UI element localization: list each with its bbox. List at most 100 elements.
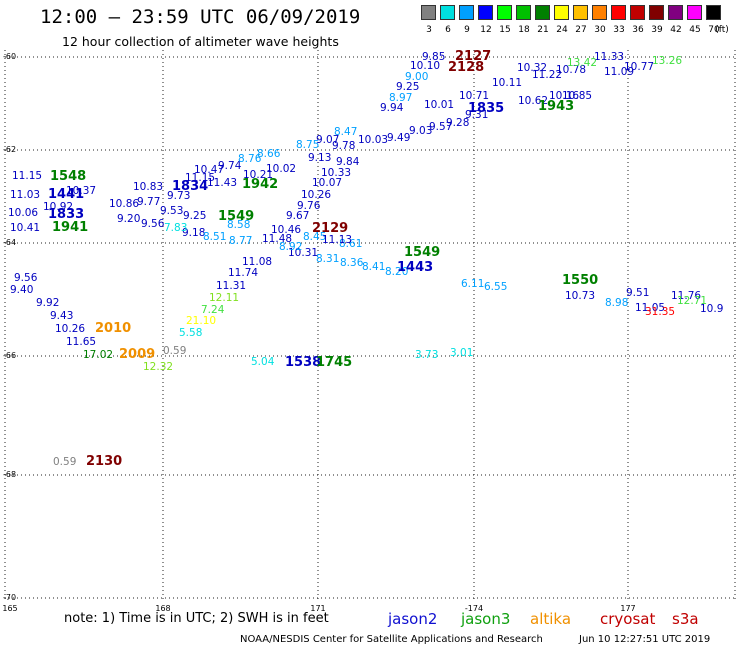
color-swatch xyxy=(649,5,664,20)
swh-value-label: 11.22 xyxy=(532,69,562,81)
pass-time-label: 1443 xyxy=(397,260,433,275)
swh-value-label: 8.84 xyxy=(0,0,24,3)
swh-value-label: 11.15 xyxy=(12,170,42,182)
longitude-label: 165 xyxy=(2,604,18,613)
swh-value-label: 8.36 xyxy=(340,257,364,269)
pass-time-label: 1835 xyxy=(468,101,504,116)
swh-value-label: 7.24 xyxy=(201,304,225,316)
swh-value-label: 11.33 xyxy=(594,51,624,63)
swh-value-label: 9.57 xyxy=(429,121,452,133)
swh-value-label: 8.20 xyxy=(385,266,408,278)
footnote: note: 1) Time is in UTC; 2) SWH is in fe… xyxy=(64,611,329,626)
swh-value-label: 10.26 xyxy=(55,323,85,335)
swh-value-label: 10.11 xyxy=(492,77,522,89)
swh-value-label: 10.32 xyxy=(517,62,547,74)
swh-value-label: 17.02 xyxy=(83,349,113,361)
color-swatch xyxy=(611,5,626,20)
swh-value-label: 11.43 xyxy=(207,177,237,189)
swh-value-label: 0.59 xyxy=(163,345,186,357)
swh-value-label: 8.45 xyxy=(303,231,326,243)
swh-value-label: 8.98 xyxy=(605,297,628,309)
swh-value-label: 11.65 xyxy=(66,336,96,348)
swh-value-label: 12.71 xyxy=(677,295,707,307)
swh-value-label: 8.61 xyxy=(339,238,362,250)
swh-value-label: 11.05 xyxy=(635,302,665,314)
swh-value-label: 8.58 xyxy=(227,219,250,231)
swh-value-label: 13.42 xyxy=(567,57,597,69)
swh-value-label: 9.56 xyxy=(141,218,165,230)
swh-value-label: 11.13 xyxy=(322,234,352,246)
pass-time-label: 2128 xyxy=(448,60,484,75)
swh-value-label: 10.16 xyxy=(549,90,579,102)
swh-value-label: 11.03 xyxy=(10,189,40,201)
swh-value-label: 12.32 xyxy=(143,361,173,373)
color-swatch-label: 3 xyxy=(426,25,432,35)
swh-value-label: 10.41 xyxy=(10,222,40,234)
swh-value-label: 9.73 xyxy=(167,190,190,202)
swh-value-label: 10.21 xyxy=(243,169,273,181)
swh-value-label: 8.47 xyxy=(334,126,357,138)
swh-value-label: 10.37 xyxy=(66,185,96,197)
swh-value-label: 9.74 xyxy=(218,160,242,172)
swh-value-label: 9.92 xyxy=(36,297,59,309)
color-swatch xyxy=(592,5,607,20)
swh-value-label: 10.02 xyxy=(266,163,296,175)
color-swatch-label: 36 xyxy=(632,25,644,35)
swh-value-label: 9.25 xyxy=(183,210,206,222)
swh-value-label: 10.06 xyxy=(8,207,38,219)
pass-time-label: 2129 xyxy=(312,221,348,236)
color-swatch-label: 6 xyxy=(445,25,451,35)
pass-time-label: 2127 xyxy=(455,49,491,64)
swh-value-label: 9.07 xyxy=(316,134,339,146)
latitude-label: -60 xyxy=(3,52,17,61)
longitude-label: 177 xyxy=(620,604,636,613)
color-legend-unit: (ft) xyxy=(715,25,729,35)
swh-value-label: 12.11 xyxy=(209,292,239,304)
swh-value-label: 9.77 xyxy=(137,196,160,208)
satellite-legend-cryosat: cryosat xyxy=(600,610,656,628)
swh-value-label: 11.08 xyxy=(242,256,272,268)
satellite-legend-jason2: jason2 xyxy=(388,610,438,628)
swh-value-label: 9.31 xyxy=(465,109,488,121)
latitude-label: -70 xyxy=(3,593,17,602)
swh-value-label: 10.03 xyxy=(358,134,388,146)
swh-value-label: 10.73 xyxy=(565,290,595,302)
pass-time-label: 2009 xyxy=(119,347,155,362)
swh-value-label: 9.78 xyxy=(332,140,355,152)
swh-value-label: 9.51 xyxy=(626,287,649,299)
swh-value-label: 8.97 xyxy=(389,92,412,104)
swh-value-label: 9.13 xyxy=(308,152,331,164)
pass-time-label: 1834 xyxy=(172,179,208,194)
swh-value-label: 10.26 xyxy=(301,189,331,201)
color-swatch xyxy=(459,5,474,20)
swh-value-label: 9.25 xyxy=(396,81,419,93)
color-swatch xyxy=(421,5,436,20)
swh-value-label: 10.86 xyxy=(109,198,139,210)
swh-value-label: 11.76 xyxy=(671,290,701,302)
swh-value-label: 8.66 xyxy=(257,148,281,160)
swh-value-label: 31.35 xyxy=(645,306,675,318)
color-swatch xyxy=(554,5,569,20)
swh-value-label: 10.83 xyxy=(133,181,163,193)
swh-value-label: 11.15 xyxy=(185,172,215,184)
swh-value-label: 10.62 xyxy=(518,95,548,107)
swh-value-label: 9.18 xyxy=(182,227,205,239)
color-swatch xyxy=(706,5,721,20)
swh-value-label: 3.73 xyxy=(415,349,438,361)
color-swatch-label: 24 xyxy=(556,25,568,35)
map-gridlines xyxy=(4,50,736,602)
color-swatch-label: 30 xyxy=(594,25,606,35)
swh-value-label: 10.47 xyxy=(194,164,224,176)
longitude-label: 168 xyxy=(155,604,171,613)
pass-time-label: 1941 xyxy=(52,220,88,235)
swh-value-label: 7.83 xyxy=(164,222,187,234)
color-swatch xyxy=(573,5,588,20)
credit-line: NOAA/NESDIS Center for Satellite Applica… xyxy=(240,634,543,645)
longitude-label: 171 xyxy=(310,604,326,613)
swh-value-label: 9.84 xyxy=(336,156,360,168)
generated-timestamp: Jun 10 12:27:51 UTC 2019 xyxy=(579,634,711,645)
swh-value-label: 3.01 xyxy=(450,347,473,359)
swh-value-label: 10.07 xyxy=(312,177,342,189)
color-swatch-label: 18 xyxy=(518,25,530,35)
pass-time-label: 1550 xyxy=(562,273,598,288)
